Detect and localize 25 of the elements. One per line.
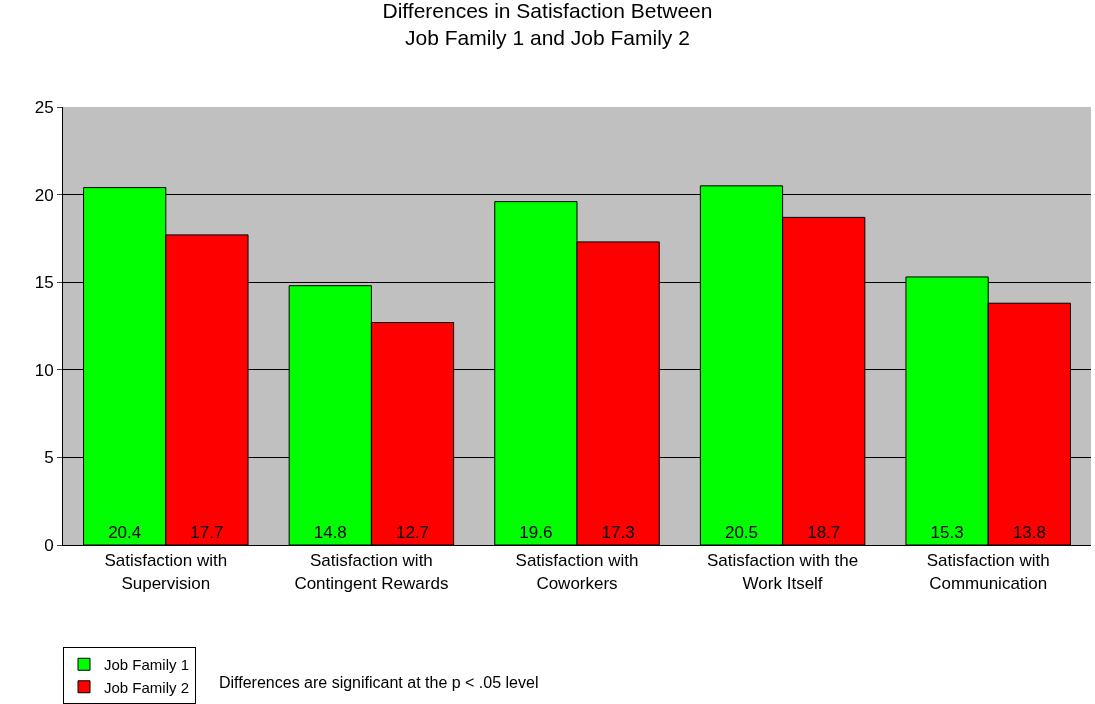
data-label: 17.3 <box>601 523 635 542</box>
y-tick-label: 5 <box>44 448 54 468</box>
data-label: 20.4 <box>108 523 142 542</box>
y-tick-label: 15 <box>34 273 54 293</box>
x-tick-label: Satisfaction with Coworkers <box>515 551 639 593</box>
legend-label: Job Family 2 <box>104 678 190 696</box>
data-label: 19.6 <box>519 523 553 542</box>
y-tick-label: 0 <box>44 535 54 555</box>
y-tick-label: 10 <box>34 360 54 380</box>
data-label: 20.5 <box>724 523 759 542</box>
y-tick-label: 25 <box>34 97 54 117</box>
data-label: 15.3 <box>930 523 964 542</box>
y-tick-label: 20 <box>34 185 54 205</box>
text: Differences are significant at the p < .05 level <box>219 674 539 691</box>
data-label: 18.7 <box>807 523 841 542</box>
x-tick-label: Satisfaction with the Work Itself <box>707 551 859 593</box>
x-tick-label: Satisfaction with Contingent Rewards <box>294 551 449 593</box>
legend-label: Job Family 1 <box>104 656 190 674</box>
data-label: 12.7 <box>395 523 430 542</box>
x-tick-label: Satisfaction with Supervision <box>104 551 228 593</box>
data-label: 14.8 <box>313 523 347 542</box>
data-label: 17.7 <box>190 523 224 542</box>
x-tick-label: Satisfaction with Communication <box>926 551 1050 593</box>
chart-title: Differences in Satisfaction Between Job Family 1 and Job Family 2 <box>382 0 713 49</box>
data-label: 13.8 <box>1012 523 1046 542</box>
